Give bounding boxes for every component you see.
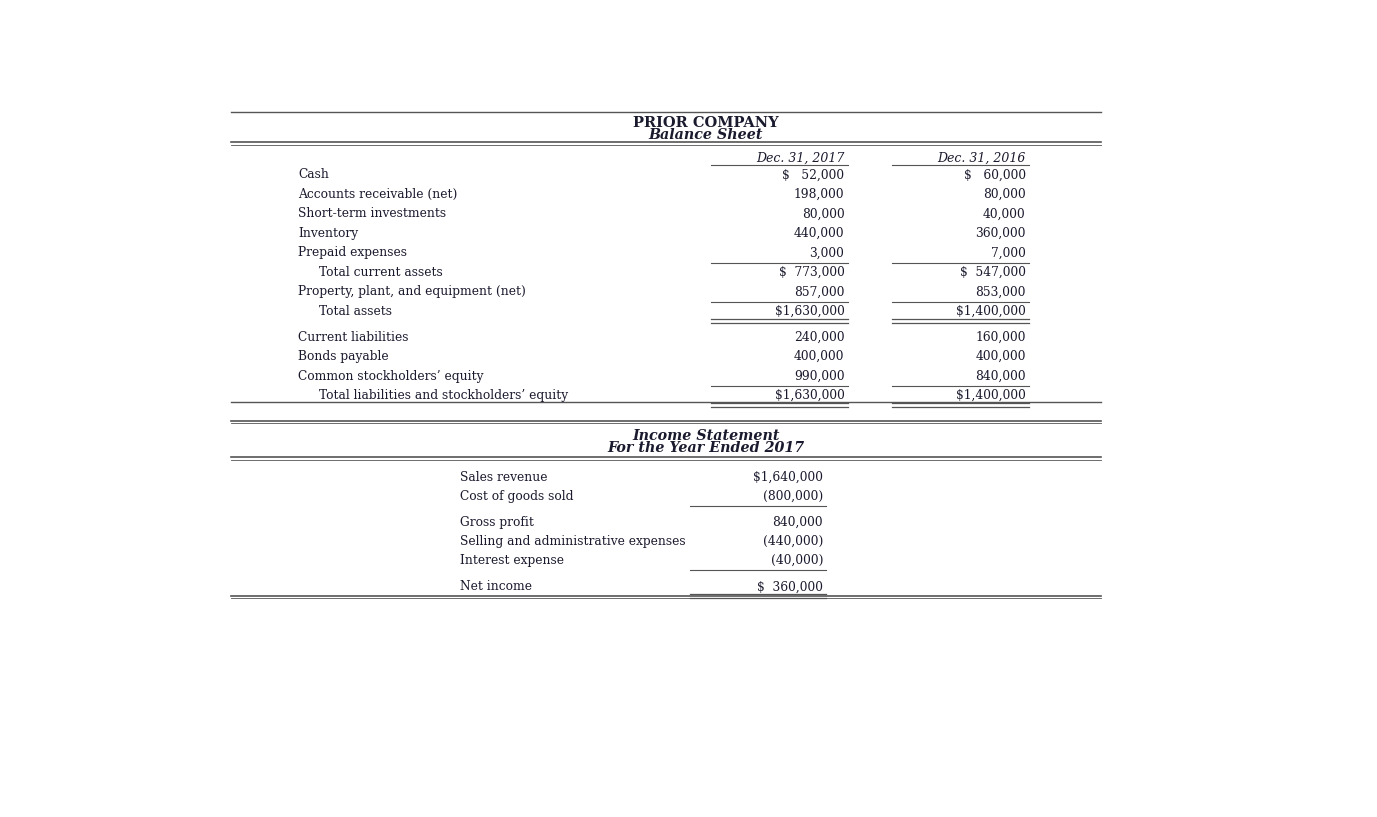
Text: Dec. 31, 2016: Dec. 31, 2016 (938, 151, 1026, 164)
Text: 80,000: 80,000 (983, 188, 1026, 201)
Text: Cash: Cash (297, 168, 329, 181)
Text: $  773,000: $ 773,000 (778, 266, 844, 279)
Text: $  360,000: $ 360,000 (757, 580, 823, 593)
Text: Common stockholders’ equity: Common stockholders’ equity (297, 369, 483, 382)
Text: Total current assets: Total current assets (319, 266, 443, 279)
Text: 853,000: 853,000 (975, 285, 1026, 298)
Text: 990,000: 990,000 (793, 369, 844, 382)
Text: Accounts receivable (net): Accounts receivable (net) (297, 188, 457, 201)
Text: $1,400,000: $1,400,000 (956, 389, 1026, 402)
Text: 7,000: 7,000 (991, 246, 1026, 259)
Text: 198,000: 198,000 (793, 188, 844, 201)
Text: $1,630,000: $1,630,000 (775, 305, 844, 318)
Text: (40,000): (40,000) (771, 554, 823, 567)
Text: Interest expense: Interest expense (460, 554, 565, 567)
Text: Inventory: Inventory (297, 227, 358, 240)
Text: 840,000: 840,000 (772, 516, 823, 529)
Text: $1,400,000: $1,400,000 (956, 305, 1026, 318)
Text: 80,000: 80,000 (801, 208, 844, 221)
Text: 240,000: 240,000 (793, 331, 844, 344)
Text: Total liabilities and stockholders’ equity: Total liabilities and stockholders’ equi… (319, 389, 569, 402)
Text: Sales revenue: Sales revenue (460, 471, 548, 484)
Text: 40,000: 40,000 (983, 208, 1026, 221)
Text: $  547,000: $ 547,000 (960, 266, 1026, 279)
Text: Balance Sheet: Balance Sheet (649, 127, 763, 141)
Text: Dec. 31, 2017: Dec. 31, 2017 (756, 151, 844, 164)
Text: Property, plant, and equipment (net): Property, plant, and equipment (net) (297, 285, 526, 298)
Text: Cost of goods sold: Cost of goods sold (460, 489, 574, 502)
Text: Net income: Net income (460, 580, 533, 593)
Text: Current liabilities: Current liabilities (297, 331, 409, 344)
Text: Total assets: Total assets (319, 305, 392, 318)
Text: $1,640,000: $1,640,000 (753, 471, 823, 484)
Text: 400,000: 400,000 (975, 350, 1026, 363)
Text: $   52,000: $ 52,000 (782, 168, 844, 181)
Text: (800,000): (800,000) (763, 489, 823, 502)
Text: (440,000): (440,000) (763, 535, 823, 548)
Text: $   60,000: $ 60,000 (964, 168, 1026, 181)
Text: Income Statement: Income Statement (632, 429, 779, 443)
Text: Short-term investments: Short-term investments (297, 208, 446, 221)
Text: $1,630,000: $1,630,000 (775, 389, 844, 402)
Text: For the Year Ended 2017: For the Year Ended 2017 (607, 441, 804, 455)
Text: 400,000: 400,000 (795, 350, 844, 363)
Text: 840,000: 840,000 (975, 369, 1026, 382)
Text: 160,000: 160,000 (975, 331, 1026, 344)
Text: 440,000: 440,000 (793, 227, 844, 240)
Text: 857,000: 857,000 (795, 285, 844, 298)
Text: Prepaid expenses: Prepaid expenses (297, 246, 408, 259)
Text: 3,000: 3,000 (810, 246, 844, 259)
Text: Gross profit: Gross profit (460, 516, 534, 529)
Text: Selling and administrative expenses: Selling and administrative expenses (460, 535, 686, 548)
Text: Bonds payable: Bonds payable (297, 350, 388, 363)
Text: 360,000: 360,000 (975, 227, 1026, 240)
Text: PRIOR COMPANY: PRIOR COMPANY (633, 116, 778, 130)
